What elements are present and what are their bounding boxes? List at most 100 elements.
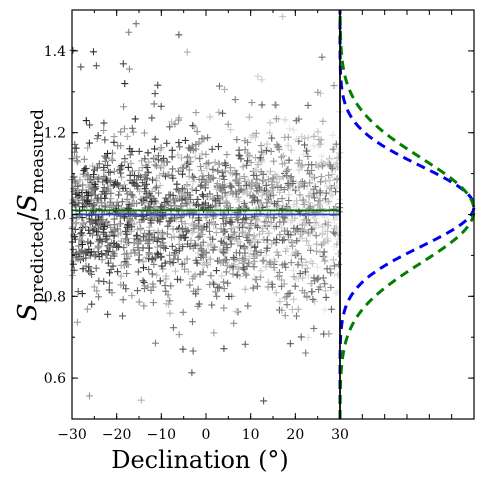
scatter-point xyxy=(87,190,95,198)
scatter-point xyxy=(144,149,152,157)
scatter-point xyxy=(159,170,167,178)
scatter-point xyxy=(233,240,241,248)
scatter-point xyxy=(137,173,145,181)
scatter-point xyxy=(168,242,176,250)
scatter-point xyxy=(316,140,324,148)
scatter-point xyxy=(205,159,213,167)
scatter-point xyxy=(278,306,286,314)
scatter-point xyxy=(208,218,216,226)
scatter-point xyxy=(194,285,202,293)
scatter-point xyxy=(78,229,86,237)
scatter-point xyxy=(179,243,187,251)
scatter-point xyxy=(295,115,303,123)
scatter-point xyxy=(302,349,310,357)
scatter-point xyxy=(315,221,323,229)
scatter-point xyxy=(104,259,112,267)
scatter-point xyxy=(330,243,338,251)
scatter-point xyxy=(198,191,206,199)
scatter-point xyxy=(190,174,198,182)
scatter-point xyxy=(262,263,270,271)
scatter-point xyxy=(115,191,123,199)
scatter-point xyxy=(161,259,169,267)
scatter-point xyxy=(174,167,182,175)
scatter-point xyxy=(128,199,136,207)
scatter-point xyxy=(297,179,305,187)
scatter-point xyxy=(258,148,266,156)
scatter-point xyxy=(278,224,286,232)
scatter-point xyxy=(285,156,293,164)
scatter-point xyxy=(281,312,289,320)
scatter-point xyxy=(175,114,183,122)
scatter-point xyxy=(199,253,207,261)
scatter-point xyxy=(208,145,216,153)
scatter-point xyxy=(251,167,259,175)
scatter-point xyxy=(250,250,258,258)
scatter-point xyxy=(178,218,186,226)
scatter-point xyxy=(230,224,238,232)
scatter-point xyxy=(206,280,214,288)
scatter-point xyxy=(295,220,303,228)
scatter-point xyxy=(170,202,178,210)
scatter-point xyxy=(242,271,250,279)
scatter-point xyxy=(141,176,149,184)
scatter-point xyxy=(85,392,93,400)
scatter-point xyxy=(232,249,240,257)
scatter-point xyxy=(316,197,324,205)
scatter-point xyxy=(121,181,129,189)
scatter-point xyxy=(125,28,133,36)
scatter-point xyxy=(78,247,86,255)
scatter-point xyxy=(214,143,222,151)
scatter-point xyxy=(73,249,81,257)
scatter-point xyxy=(236,175,244,183)
scatter-point xyxy=(150,100,158,108)
scatter-point xyxy=(145,223,153,231)
scatter-point xyxy=(256,230,264,238)
scatter-point xyxy=(219,181,227,189)
scatter-point xyxy=(258,224,266,232)
scatter-point xyxy=(182,199,190,207)
scatter-point xyxy=(171,267,179,275)
scatter-point xyxy=(272,115,280,123)
scatter-point xyxy=(179,308,187,316)
scatter-point xyxy=(203,164,211,172)
scatter-point xyxy=(208,301,216,309)
scatter-point xyxy=(87,248,95,256)
scatter-point xyxy=(247,133,255,141)
scatter-point xyxy=(145,244,153,252)
scatter-point xyxy=(143,163,151,171)
scatter-point xyxy=(222,241,230,249)
scatter-point xyxy=(285,197,293,205)
scatter-point xyxy=(248,99,256,107)
scatter-point xyxy=(200,135,208,143)
scatter-point xyxy=(69,46,77,54)
scatter-point xyxy=(69,245,77,253)
scatter-point xyxy=(285,125,293,133)
scatter-point xyxy=(94,196,102,204)
scatter-point xyxy=(307,246,315,254)
scatter-point xyxy=(308,173,316,181)
scatter-point xyxy=(211,220,219,228)
scatter-point xyxy=(266,260,274,268)
scatter-point xyxy=(276,272,284,280)
scatter-point xyxy=(205,172,212,180)
scatter-point xyxy=(330,270,338,278)
scatter-point xyxy=(288,305,296,313)
scatter-point xyxy=(117,272,125,280)
scatter-point xyxy=(290,267,298,275)
scatter-point xyxy=(145,265,153,273)
ticks: −30 −20 −10 0 10 20 30 0.6 0.8 1.0 1.2 1.4 xyxy=(44,9,474,443)
scatter-point xyxy=(97,218,105,226)
scatter-point xyxy=(325,171,333,179)
scatter-point xyxy=(123,269,131,277)
scatter-point xyxy=(267,147,275,155)
scatter-point xyxy=(291,214,299,222)
scatter-point xyxy=(310,214,318,222)
scatter-point xyxy=(109,181,117,189)
scatter-point xyxy=(190,225,198,233)
scatter-point xyxy=(106,198,114,206)
scatter-point xyxy=(136,218,144,226)
scatter-point xyxy=(330,82,338,90)
scatter-point xyxy=(293,135,301,143)
scatter-point xyxy=(118,198,126,206)
scatter-point xyxy=(92,62,100,70)
